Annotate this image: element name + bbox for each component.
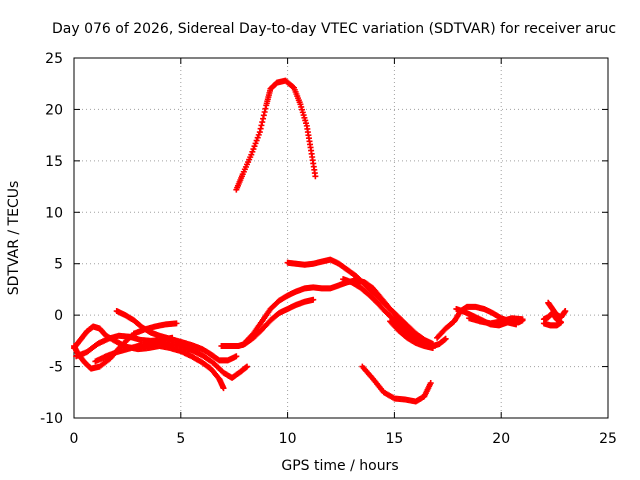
data-point-marker bbox=[173, 320, 180, 327]
data-point-marker bbox=[262, 105, 269, 112]
data-point-marker bbox=[251, 143, 258, 150]
series-arc-17 bbox=[359, 363, 434, 405]
series-arc-8 bbox=[284, 256, 436, 347]
data-point-marker bbox=[259, 119, 266, 126]
data-point-marker bbox=[312, 173, 319, 180]
data-point-marker bbox=[256, 129, 263, 136]
data-point-marker bbox=[252, 140, 259, 147]
data-point-marker bbox=[427, 380, 434, 387]
series-arc-5 bbox=[113, 308, 240, 364]
data-point-marker bbox=[513, 321, 520, 328]
x-tick-label: 10 bbox=[279, 431, 297, 447]
chart-title: Day 076 of 2026, Sidereal Day-to-day VTE… bbox=[52, 21, 616, 37]
data-point-marker bbox=[233, 353, 240, 360]
series-arc-14 bbox=[540, 310, 565, 329]
data-point-marker bbox=[257, 125, 264, 132]
y-tick-label: 20 bbox=[45, 102, 63, 118]
data-point-marker bbox=[261, 109, 268, 115]
y-tick-label: 25 bbox=[45, 51, 63, 67]
series-arc-6 bbox=[218, 296, 317, 349]
data-point-marker bbox=[244, 363, 251, 370]
data-point-marker bbox=[260, 115, 267, 122]
x-tick-label: 5 bbox=[176, 431, 185, 447]
data-point-marker bbox=[255, 131, 262, 138]
data-point-marker bbox=[429, 345, 436, 352]
series-arc-9 bbox=[340, 276, 432, 351]
plot-frame bbox=[73, 57, 609, 419]
y-tick-label: 15 bbox=[45, 154, 63, 170]
series-arc-2 bbox=[71, 323, 227, 392]
y-tick-label: -10 bbox=[40, 411, 63, 427]
series-arc-4 bbox=[92, 338, 251, 381]
y-tick-label: 5 bbox=[54, 257, 63, 273]
series-arc-13 bbox=[466, 315, 526, 327]
data-point-marker bbox=[519, 316, 526, 323]
axis-ticks: 0 5 10 15 20 25 -10 -5 0 5 10 15 20 25 bbox=[40, 51, 617, 447]
x-tick-label: 15 bbox=[385, 431, 403, 447]
y-tick-label: 10 bbox=[45, 205, 63, 221]
data-point-marker bbox=[249, 148, 256, 155]
data-point-marker bbox=[253, 137, 260, 144]
y-tick-label: -5 bbox=[49, 360, 63, 376]
data-series bbox=[71, 77, 569, 405]
y-axis-label: SDTVAR / TECUs bbox=[6, 181, 22, 296]
data-point-marker bbox=[258, 122, 265, 129]
data-point-marker bbox=[310, 296, 317, 303]
data-point-marker bbox=[220, 385, 227, 392]
data-point-marker bbox=[540, 320, 547, 327]
x-tick-label: 0 bbox=[70, 431, 79, 447]
series-arc-10 bbox=[387, 318, 436, 352]
grid bbox=[74, 58, 608, 418]
data-point-marker bbox=[260, 112, 267, 119]
data-point-marker bbox=[250, 146, 257, 153]
data-point-marker bbox=[254, 134, 261, 141]
series-arc-15 bbox=[545, 299, 569, 321]
data-point-marker bbox=[442, 335, 449, 342]
y-tick-label: 0 bbox=[54, 308, 63, 324]
x-axis-label: GPS time / hours bbox=[281, 458, 398, 474]
data-point-marker bbox=[562, 308, 569, 315]
x-tick-label: 20 bbox=[492, 431, 510, 447]
x-tick-label: 25 bbox=[599, 431, 617, 447]
data-point-marker bbox=[248, 151, 255, 158]
series-arc-16 bbox=[233, 77, 319, 193]
